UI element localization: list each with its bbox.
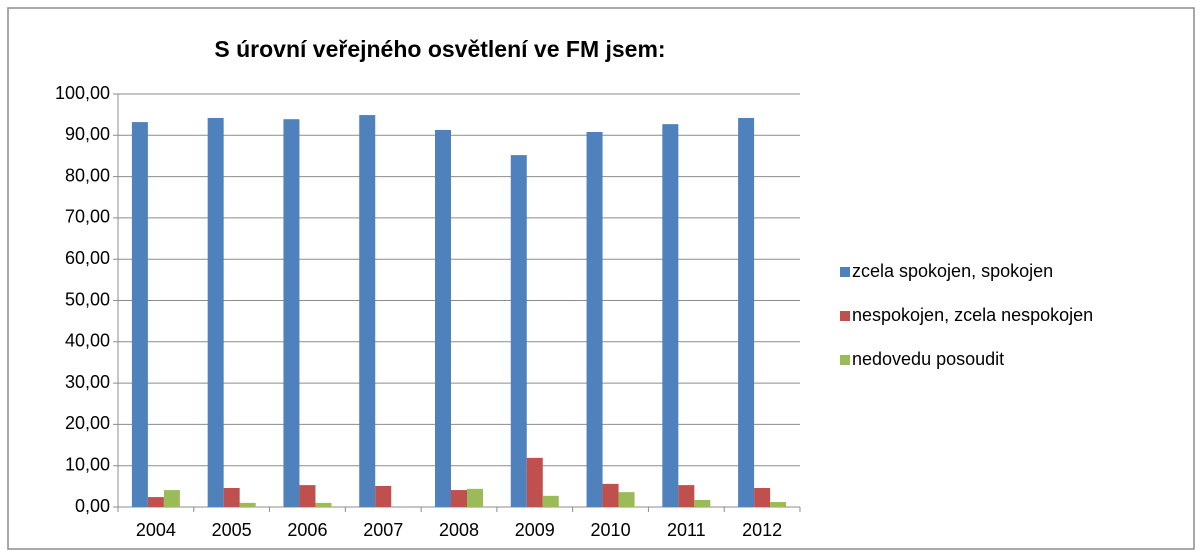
x-tick-label: 2010 [591, 520, 631, 540]
y-tick-label: 90,00 [65, 124, 110, 144]
x-tick-label: 2007 [363, 520, 403, 540]
legend-swatch [840, 355, 850, 365]
y-tick-label: 40,00 [65, 331, 110, 351]
bar [678, 485, 695, 507]
bar [239, 502, 256, 507]
chart-title: S úrovní veřejného osvětlení ve FM jsem: [214, 36, 665, 62]
y-tick-label: 50,00 [65, 289, 110, 309]
y-tick-label: 60,00 [65, 248, 110, 268]
bar [451, 490, 467, 507]
y-tick-label: 10,00 [65, 454, 110, 474]
bar [526, 457, 543, 507]
bar [542, 495, 559, 507]
bar [738, 117, 755, 507]
x-tick-label: 2004 [136, 520, 176, 540]
bar [223, 488, 240, 507]
legend-label: nedovedu posoudit [852, 349, 1004, 369]
bar [467, 488, 483, 507]
x-tick-label: 2011 [667, 520, 706, 540]
x-tick-label: 2009 [515, 520, 555, 540]
bar [662, 124, 679, 508]
bar [770, 502, 787, 507]
bar [375, 485, 392, 507]
x-tick-label: 2006 [287, 520, 327, 540]
y-tick-label: 30,00 [65, 372, 110, 392]
bar [131, 122, 148, 508]
bar [283, 119, 300, 508]
bar [315, 502, 332, 507]
legend-label: zcela spokojen, spokojen [852, 261, 1053, 281]
bar [207, 117, 224, 507]
bar [359, 115, 376, 508]
bar [147, 497, 164, 507]
x-tick-label: 2008 [439, 520, 479, 540]
bar [510, 155, 527, 507]
bar [163, 490, 180, 507]
legend-swatch [840, 311, 850, 321]
x-tick-label: 2005 [212, 520, 252, 540]
x-tick-label: 2012 [742, 520, 782, 540]
y-tick-label: 80,00 [65, 165, 110, 185]
y-tick-label: 70,00 [65, 207, 110, 227]
bar [299, 485, 316, 507]
bar [618, 492, 635, 507]
bar [586, 131, 603, 507]
bar [754, 488, 771, 507]
bar [602, 483, 619, 507]
bar [435, 129, 451, 507]
legend-swatch [840, 267, 850, 277]
y-tick-label: 100,00 [55, 83, 110, 103]
y-tick-label: 20,00 [65, 413, 110, 433]
legend-label: nespokojen, zcela nespokojen [852, 305, 1093, 325]
y-tick-label: 0,00 [75, 496, 110, 516]
bar [694, 499, 711, 507]
